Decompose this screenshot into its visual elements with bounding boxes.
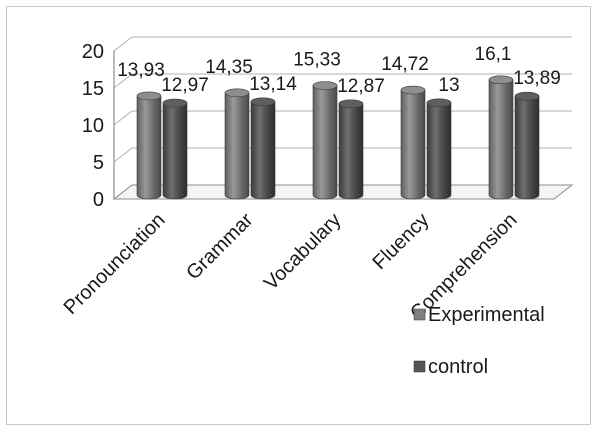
- bar-top: [426, 98, 452, 108]
- legend-swatch: [413, 308, 426, 321]
- data-label: 14,72: [381, 54, 429, 75]
- bar-top: [514, 91, 540, 101]
- data-label: 13,89: [513, 68, 561, 89]
- data-label: 12,87: [337, 76, 385, 97]
- data-label: 15,33: [293, 50, 341, 71]
- chart-legend: Experimental control: [413, 304, 545, 378]
- data-label: 13: [438, 75, 459, 96]
- bar-experimental: [312, 85, 338, 200]
- bar-top: [224, 88, 250, 98]
- bar-control: [338, 103, 364, 200]
- bar-control: [250, 101, 276, 200]
- data-label: 16,1: [475, 44, 512, 65]
- bar-top: [338, 99, 364, 109]
- bar-experimental: [224, 92, 250, 200]
- bar-top: [400, 85, 426, 95]
- legend-label: Experimental: [428, 304, 545, 326]
- bar-top: [162, 98, 188, 108]
- bar-top: [136, 91, 162, 101]
- y-tick-label: 10: [82, 115, 104, 137]
- x-tick-label: Vocabulary: [260, 209, 346, 295]
- x-tick-label: Fluency: [368, 209, 433, 274]
- bar-control: [162, 102, 188, 200]
- bar-top: [488, 75, 514, 85]
- data-label: 12,97: [161, 75, 209, 96]
- data-label: 13,14: [249, 74, 297, 95]
- legend-swatch: [413, 360, 426, 373]
- bar-top: [250, 97, 276, 107]
- x-tick-label: Pronounciation: [60, 209, 170, 319]
- gridline-depth: [113, 73, 133, 89]
- y-tick-label: 15: [82, 78, 104, 100]
- bar-experimental: [488, 79, 514, 200]
- bar-control: [426, 102, 452, 200]
- data-label: 13,93: [117, 60, 165, 81]
- gridline-depth: [113, 110, 133, 126]
- bar-experimental: [400, 89, 426, 200]
- legend-label: control: [428, 356, 488, 378]
- gridline-depth: [113, 36, 133, 52]
- bar-experimental: [136, 95, 162, 200]
- y-tick-label: 0: [93, 189, 104, 211]
- chart-bars: [136, 75, 540, 200]
- data-label: 14,35: [205, 57, 253, 78]
- gridline-depth: [113, 147, 133, 163]
- chart-frame: [6, 6, 591, 425]
- y-tick-label: 20: [82, 41, 104, 63]
- y-tick-label: 5: [93, 152, 104, 174]
- x-tick-label: Grammar: [182, 209, 258, 285]
- bar-top: [312, 81, 338, 90]
- bar-control: [514, 95, 540, 200]
